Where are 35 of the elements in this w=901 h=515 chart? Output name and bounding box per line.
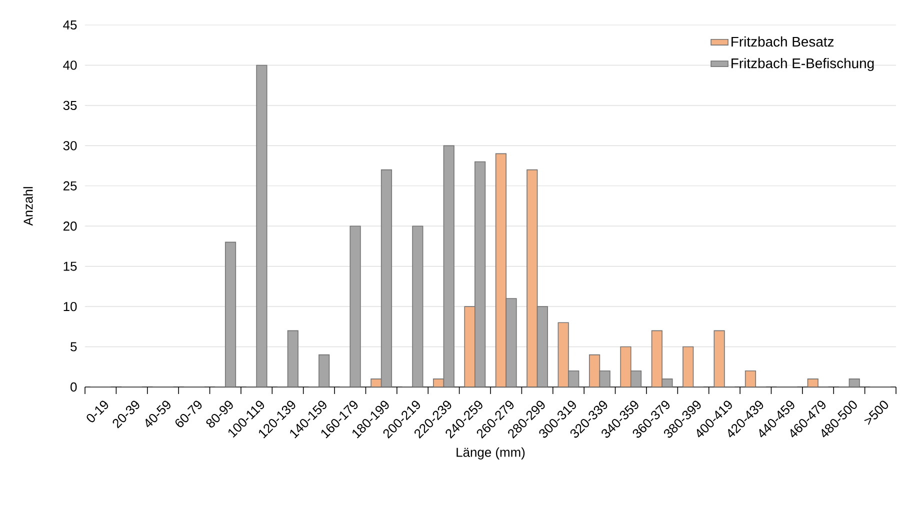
y-tick-label: 20	[63, 222, 77, 231]
legend-label: Fritzbach E-Befischung	[732, 58, 874, 72]
y-tick-label: 15	[64, 262, 77, 271]
bar	[412, 226, 424, 387]
bar	[714, 330, 725, 387]
bar	[620, 346, 632, 387]
bar	[474, 161, 486, 387]
bar	[651, 330, 662, 387]
bar	[464, 306, 476, 387]
y-tick-label: 40	[63, 60, 77, 70]
bar	[287, 330, 298, 387]
y-tick-label: 45	[63, 20, 77, 30]
y-tick-label: 35	[63, 100, 77, 110]
bar	[224, 242, 236, 387]
y-axis-title: Anzahl	[23, 187, 33, 226]
bar	[256, 64, 268, 387]
x-tick-label: 0-19	[86, 400, 108, 422]
y-tick-label: 10	[64, 302, 77, 312]
bar	[682, 346, 694, 387]
bar	[506, 298, 517, 387]
bar	[558, 322, 569, 387]
y-tick-label: 30	[63, 141, 77, 150]
bar	[350, 226, 361, 387]
y-tick-label: 0	[70, 382, 77, 392]
bar	[318, 354, 330, 387]
y-tick-label: 25	[63, 181, 77, 190]
bar	[588, 354, 600, 387]
bar	[495, 153, 506, 387]
legend-label: Fritzbach Besatz	[732, 36, 834, 47]
bar	[380, 169, 392, 387]
y-tick-label: 5	[70, 342, 77, 352]
x-axis-title: Länge (mm)	[456, 447, 525, 460]
bar	[443, 145, 454, 387]
bar	[526, 169, 538, 387]
bar	[536, 306, 548, 387]
